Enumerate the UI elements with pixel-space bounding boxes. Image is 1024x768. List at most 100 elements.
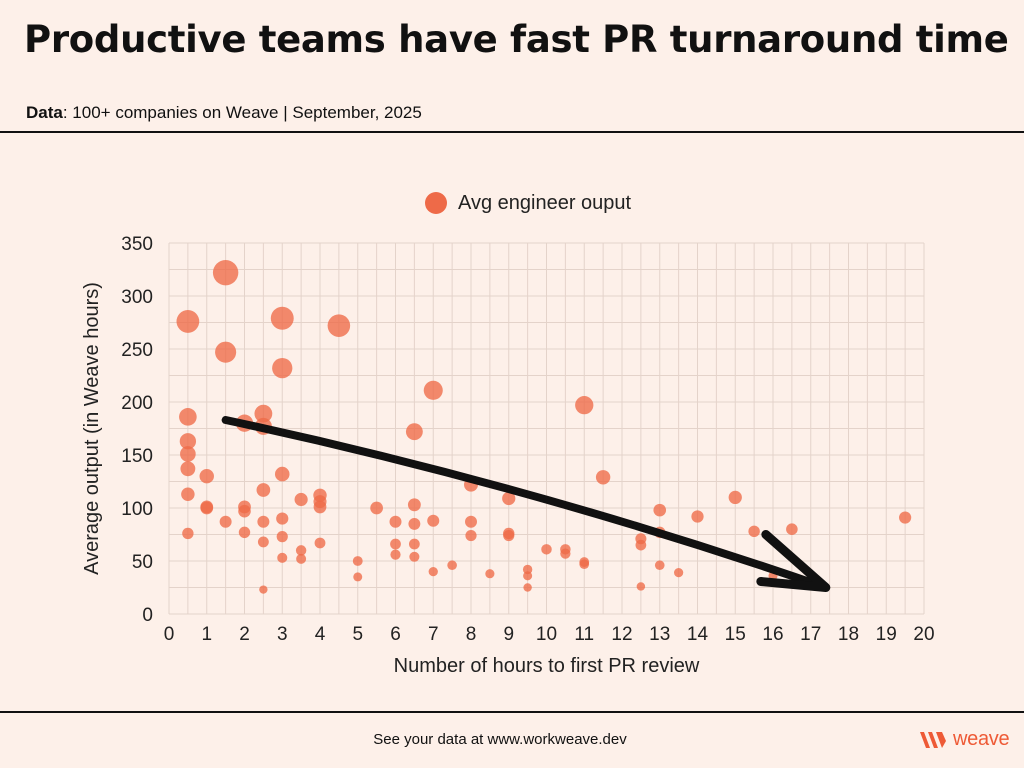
- data-point: [352, 556, 363, 566]
- data-point: [503, 529, 515, 542]
- footer-text: See your data at www.workweave.dev: [373, 731, 627, 748]
- data-point: [259, 585, 268, 594]
- data-point: [485, 569, 495, 579]
- data-point: [899, 511, 912, 524]
- x-tick-label: 11: [574, 624, 594, 645]
- data-point: [353, 572, 363, 582]
- data-point: [786, 523, 798, 535]
- data-point: [296, 553, 307, 564]
- footer-divider: [0, 711, 1024, 713]
- x-tick-label: 19: [876, 624, 897, 645]
- x-tick-label: 5: [352, 624, 363, 645]
- data-point: [294, 492, 308, 507]
- data-point: [181, 487, 195, 501]
- data-point: [274, 466, 290, 482]
- x-tick-label: 6: [390, 624, 401, 645]
- header-divider: [0, 131, 1024, 133]
- data-point: [447, 560, 457, 571]
- data-point: [276, 531, 288, 543]
- data-point: [691, 510, 704, 523]
- x-tick-label: 12: [611, 624, 632, 645]
- data-point: [176, 310, 200, 333]
- data-point: [408, 517, 421, 530]
- data-point: [405, 423, 423, 441]
- weave-logo-text: weave: [953, 728, 1010, 750]
- legend-marker: [425, 192, 447, 214]
- x-tick-label: 3: [277, 624, 288, 645]
- data-point: [523, 571, 533, 581]
- data-point: [502, 491, 516, 506]
- y-tick-label: 200: [121, 393, 153, 414]
- data-point: [407, 498, 421, 512]
- x-axis-label: Number of hours to first PR review: [394, 655, 700, 677]
- x-tick-label: 18: [838, 624, 859, 645]
- data-point: [200, 501, 214, 515]
- x-tick-label: 17: [800, 624, 821, 645]
- weave-logo[interactable]: weave: [918, 728, 1010, 751]
- data-point: [272, 357, 293, 379]
- x-tick-label: 1: [201, 624, 212, 645]
- x-tick-label: 15: [725, 624, 746, 645]
- y-tick-label: 350: [121, 234, 153, 255]
- x-tick-label: 2: [239, 624, 250, 645]
- data-point: [254, 404, 273, 423]
- data-point: [199, 468, 214, 484]
- data-point: [423, 380, 443, 400]
- data-point: [314, 537, 326, 549]
- data-point: [523, 583, 532, 592]
- x-tick-label: 14: [687, 624, 709, 645]
- data-point: [212, 259, 239, 286]
- data-point: [390, 538, 401, 550]
- trend-arrow-line: [221, 416, 830, 592]
- legend-label: Avg engineer ouput: [458, 192, 632, 214]
- x-tick-label: 4: [315, 624, 326, 645]
- data-point: [560, 548, 571, 559]
- data-point: [295, 545, 307, 556]
- data-point: [428, 566, 438, 577]
- data-point: [635, 539, 647, 551]
- data-point: [238, 504, 251, 518]
- x-tick-label: 8: [466, 624, 477, 645]
- data-point: [182, 527, 194, 540]
- y-tick-label: 300: [121, 287, 153, 308]
- data-point: [653, 503, 667, 517]
- y-tick-label: 0: [142, 605, 153, 626]
- data-point: [257, 536, 269, 548]
- x-tick-label: 13: [649, 624, 670, 645]
- x-tick-label: 0: [164, 624, 175, 645]
- y-tick-label: 150: [121, 446, 153, 467]
- data-point: [277, 552, 288, 563]
- y-tick-label: 50: [132, 552, 153, 573]
- data-point: [180, 461, 196, 477]
- data-point: [276, 512, 289, 525]
- data-point: [522, 564, 533, 575]
- data-point: [408, 538, 420, 550]
- data-point: [728, 490, 742, 505]
- data-point: [370, 501, 383, 515]
- data-point: [180, 446, 196, 462]
- data-point: [215, 341, 237, 363]
- data-point: [636, 582, 646, 591]
- data-point: [257, 515, 270, 528]
- data-point: [427, 514, 440, 527]
- chart-title: Productive teams have fast PR turnaround…: [24, 18, 1009, 61]
- data-point: [409, 551, 420, 562]
- x-tick-label: 16: [762, 624, 783, 645]
- x-tick-label: 10: [536, 624, 557, 645]
- data-point: [579, 559, 590, 570]
- data-point: [390, 549, 401, 560]
- data-point: [674, 568, 684, 578]
- trend-arrow-head: [756, 530, 831, 592]
- data-point: [327, 314, 351, 337]
- data-point: [238, 526, 251, 539]
- data-point: [748, 525, 760, 538]
- data-point: [270, 306, 294, 330]
- weave-logo-icon: [920, 731, 946, 748]
- data-point: [389, 515, 402, 528]
- data-point: [595, 470, 611, 485]
- subtitle-text: : 100+ companies on Weave | September, 2…: [62, 103, 422, 122]
- y-tick-label: 100: [121, 499, 153, 520]
- x-tick-label: 7: [428, 624, 439, 645]
- data-point: [575, 396, 594, 415]
